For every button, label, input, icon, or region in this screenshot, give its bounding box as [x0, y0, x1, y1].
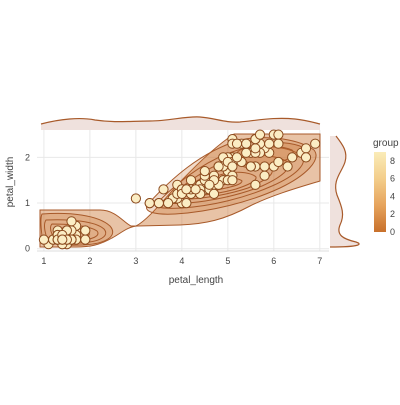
scatter-point — [185, 175, 197, 186]
scatter-point — [300, 152, 312, 163]
scatter-point — [264, 138, 275, 149]
scatter-point — [213, 161, 224, 172]
scatter-point — [163, 198, 174, 209]
scatter-point — [254, 129, 266, 140]
scatter-point — [208, 188, 220, 199]
x-tick-label: 4 — [179, 256, 184, 266]
colorbar-legend: group 0 2 4 6 8 — [373, 138, 399, 237]
scatter-point — [287, 152, 298, 163]
scatter-point — [130, 193, 141, 204]
scatter-point — [241, 138, 252, 149]
scatter-point — [181, 198, 192, 209]
scatter-point — [66, 216, 77, 227]
right-marginal-fill — [330, 136, 360, 247]
scatter-point — [227, 161, 238, 172]
x-tick-label: 3 — [133, 256, 138, 266]
x-tick-label: 2 — [87, 256, 92, 266]
colorbar-tick-label: 6 — [390, 174, 395, 184]
scatter-point — [181, 184, 192, 195]
y-axis-title: petal_width — [5, 157, 16, 208]
scatter-point — [310, 138, 321, 149]
scatter-point — [245, 161, 256, 172]
scatter-point — [231, 152, 243, 163]
scatter-point — [190, 184, 201, 195]
top-marginal-line — [40, 116, 321, 125]
y-tick-labels: 0 1 2 — [25, 152, 30, 253]
scatter-point — [80, 234, 91, 245]
x-tick-label: 1 — [41, 256, 46, 266]
scatter-point — [231, 138, 243, 149]
scatter-point — [80, 225, 91, 236]
y-tick-label: 2 — [25, 152, 30, 162]
top-marginal-density — [40, 116, 321, 130]
colorbar-tick-labels: 0 2 4 6 8 — [390, 156, 395, 237]
scatter-point — [250, 143, 261, 154]
colorbar-tick-label: 8 — [390, 156, 395, 166]
x-tick-label: 7 — [317, 256, 322, 266]
y-tick-label: 1 — [25, 198, 30, 208]
scatter-point — [259, 161, 270, 172]
colorbar-tick-label: 0 — [390, 227, 395, 237]
scatter-points — [38, 129, 321, 250]
scatter-point — [273, 129, 284, 140]
scatter-point — [300, 143, 312, 154]
right-marginal-line — [329, 135, 360, 248]
scatter-point — [273, 138, 284, 149]
scatter-point — [144, 198, 155, 209]
scatter-point — [282, 161, 293, 172]
scatter-point — [204, 179, 215, 190]
top-marginal-fill — [41, 116, 320, 130]
scatter-point — [250, 179, 261, 190]
colorbar-tick-label: 4 — [390, 191, 395, 201]
scatter-point — [153, 198, 164, 209]
x-axis-title: petal_length — [169, 275, 224, 286]
x-tick-label: 5 — [225, 256, 230, 266]
x-tick-label: 6 — [271, 256, 276, 266]
scatter-point — [259, 170, 270, 181]
scatter-point — [38, 234, 50, 245]
scatter-point — [241, 147, 252, 158]
colorbar-tick-label: 2 — [390, 209, 395, 219]
contour-2 — [44, 219, 107, 244]
right-marginal-density — [329, 135, 360, 248]
scatter-point — [158, 184, 169, 195]
scatter-point — [199, 166, 210, 177]
colorbar — [374, 152, 386, 232]
scatter-point — [227, 175, 238, 186]
legend-title: group — [373, 138, 399, 149]
y-tick-label: 0 — [25, 244, 30, 254]
scatter-point — [273, 156, 284, 168]
x-tick-labels: 1 2 3 4 5 6 7 — [41, 256, 322, 266]
scatter-point — [57, 234, 68, 245]
